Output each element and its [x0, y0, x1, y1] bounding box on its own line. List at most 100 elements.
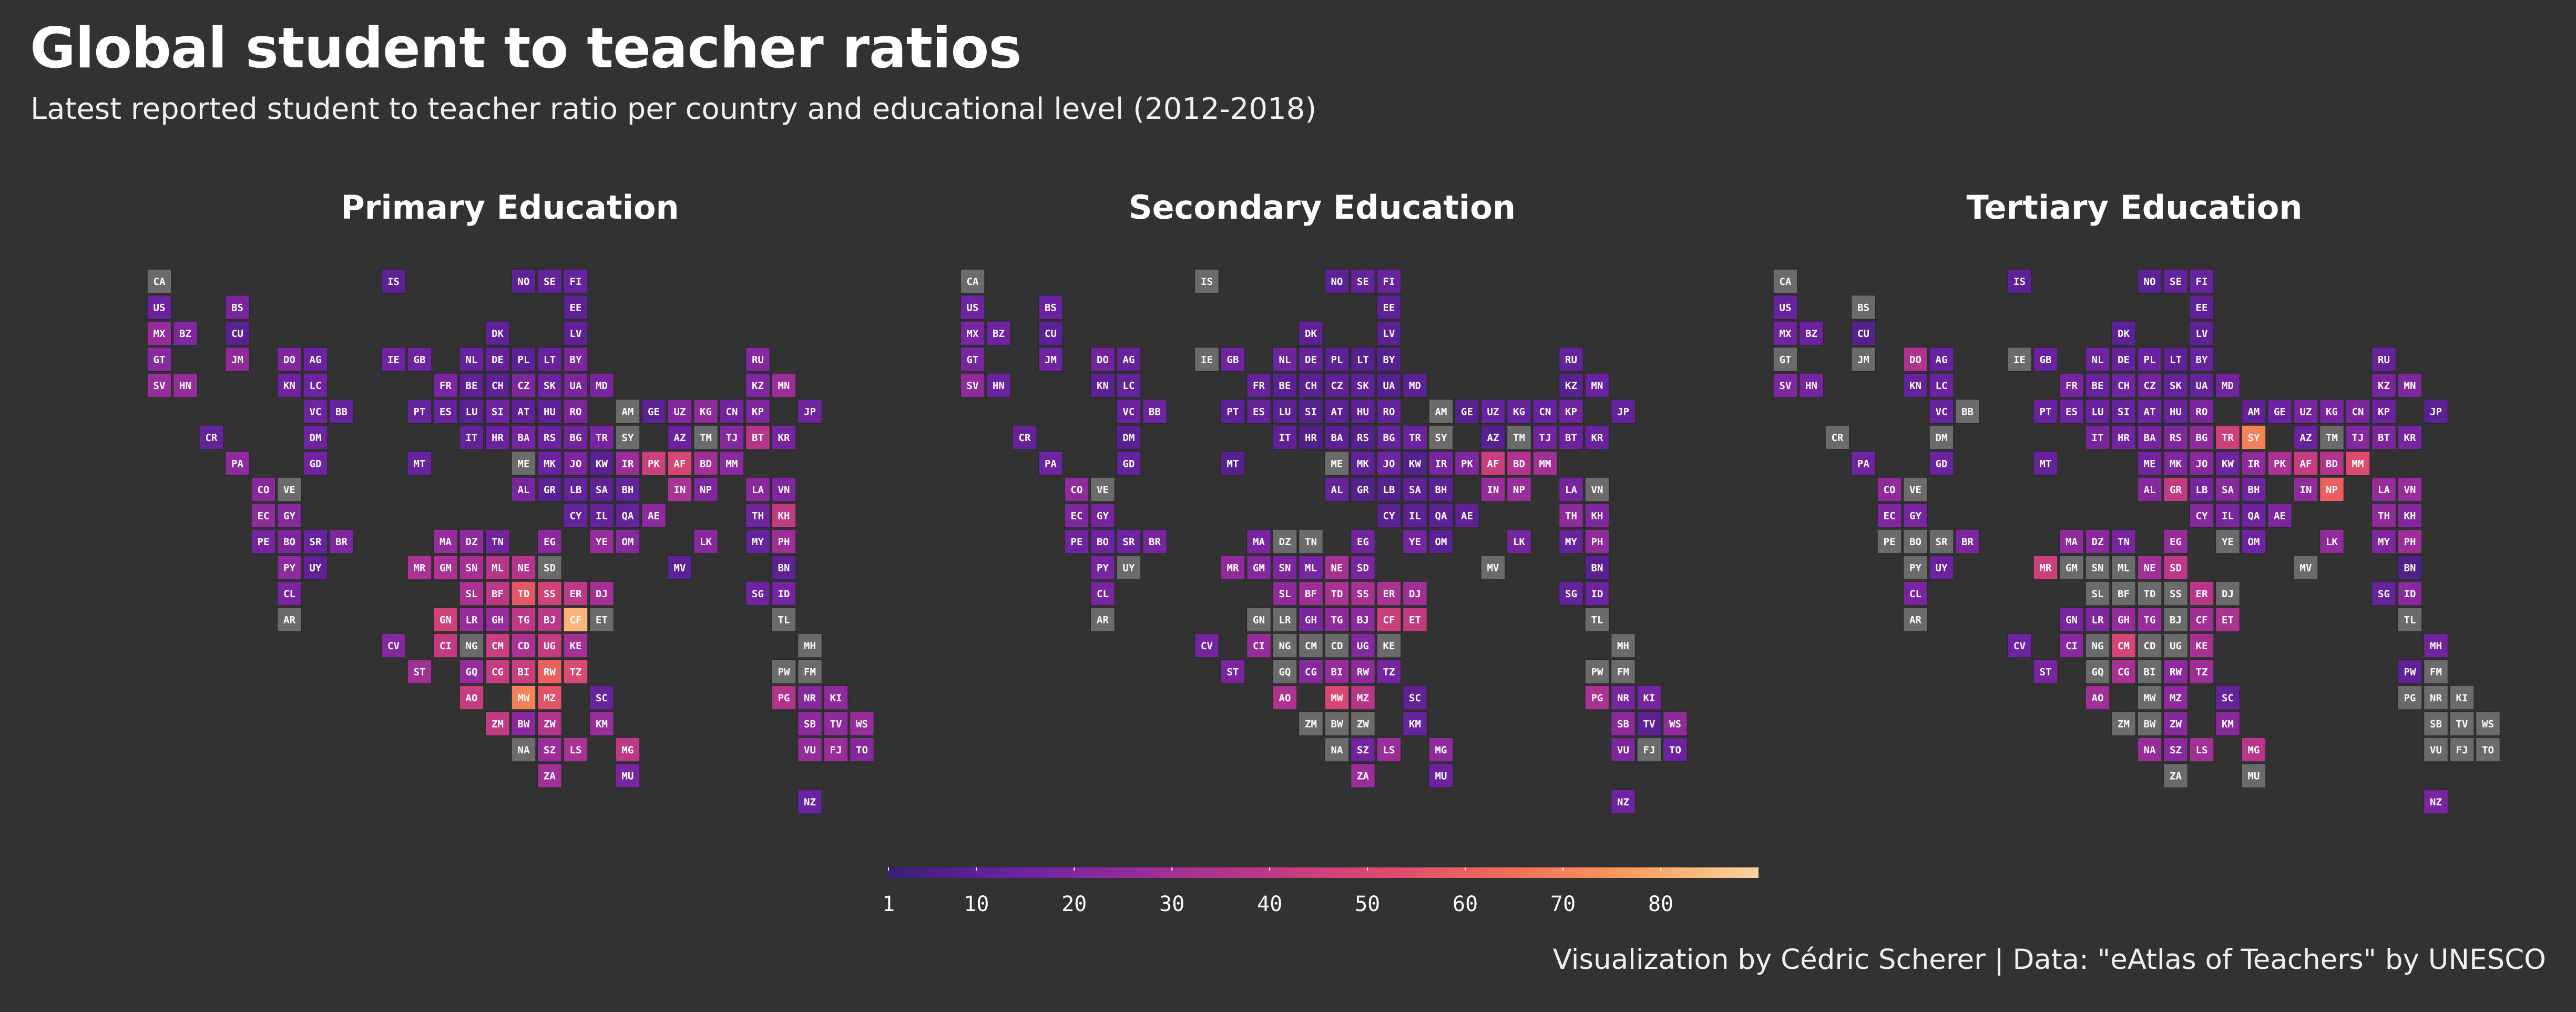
tile-label-dm: DM	[1936, 432, 1948, 444]
tile-ag	[1116, 346, 1141, 372]
tile-label-cm: CM	[492, 640, 504, 652]
tile-label-pa: PA	[1045, 458, 1057, 470]
tile-uz	[2293, 398, 2318, 424]
tile-ro	[2189, 398, 2214, 424]
tile-label-mz: MZ	[2170, 692, 2182, 704]
tile-label-rw: RW	[1357, 667, 1369, 678]
tile-za	[2163, 763, 2189, 789]
tile-label-sa: SA	[596, 484, 608, 496]
tile-sz	[537, 737, 563, 762]
tile-kz	[1558, 373, 1584, 398]
tile-er	[1376, 581, 1402, 606]
tile-pl	[1324, 346, 1350, 372]
tile-me	[1324, 451, 1350, 476]
tile-ca	[147, 269, 172, 294]
tile-label-dj: DJ	[1409, 588, 1421, 600]
tile-label-vc: VC	[1936, 406, 1948, 418]
tile-ee	[2189, 294, 2214, 320]
tile-label-ec: EC	[1884, 510, 1896, 522]
tile-label-la: LA	[752, 484, 764, 496]
tile-label-cf: CF	[570, 615, 582, 626]
tile-cy	[563, 503, 588, 528]
tile-label-ua: UA	[1383, 380, 1395, 392]
tile-gr	[1350, 477, 1376, 502]
tile-label-tz: TZ	[1383, 667, 1395, 678]
tile-label-uy: UY	[310, 563, 322, 574]
tile-ls	[1376, 737, 1402, 762]
tile-mt	[1220, 451, 1245, 476]
tile-ma	[433, 529, 458, 554]
tile-sa	[2215, 477, 2241, 502]
tile-et	[2215, 607, 2241, 632]
tile-label-bz: BZ	[1805, 328, 1817, 340]
tile-label-kz: KZ	[2378, 380, 2390, 392]
tile-label-eg: EG	[1357, 536, 1369, 548]
tile-label-ba: BA	[1331, 432, 1343, 444]
tile-pg	[1585, 685, 1610, 710]
tile-nr	[797, 685, 823, 710]
tile-il	[1402, 503, 1428, 528]
tile-gh	[485, 607, 510, 632]
tile-label-ug: UG	[2170, 640, 2182, 652]
tile-jp	[2423, 398, 2449, 424]
tile-label-pw: PW	[2404, 667, 2416, 678]
tile-sc	[589, 685, 615, 710]
tile-dm	[1929, 425, 1954, 450]
tile-dk	[1298, 321, 1324, 346]
tile-label-gq: GQ	[2092, 667, 2104, 678]
tile-label-sn: SN	[1279, 563, 1291, 574]
tile-label-vn: VN	[778, 484, 790, 496]
tile-nz	[1610, 789, 1636, 814]
tile-label-ng: NG	[466, 640, 478, 652]
tile-label-cl: CL	[1909, 588, 1921, 600]
tile-uz	[1480, 398, 1506, 424]
tile-zw	[1350, 711, 1376, 737]
tile-label-ve: VE	[1909, 484, 1921, 496]
tile-dj	[1402, 581, 1428, 606]
page-title: Global student to teacher ratios	[30, 16, 1021, 80]
tile-ge	[2267, 398, 2293, 424]
tile-label-pg: PG	[778, 692, 790, 704]
tile-label-us: US	[1780, 302, 1792, 314]
tile-label-bh: BH	[622, 484, 634, 496]
tile-be	[2085, 373, 2110, 398]
tile-de	[1298, 346, 1324, 372]
tile-label-bg: BG	[1383, 432, 1395, 444]
tile-label-fm: FM	[804, 667, 816, 678]
tile-be	[1272, 373, 1297, 398]
tile-label-er: ER	[1383, 588, 1395, 600]
tile-label-it: IT	[2092, 432, 2104, 444]
tile-label-fr: FR	[1253, 380, 1265, 392]
tile-label-bb: BB	[1961, 406, 1974, 418]
tile-mk	[2163, 451, 2189, 476]
tile-lr	[2085, 607, 2110, 632]
tile-label-bz: BZ	[179, 328, 191, 340]
tile-label-to: TO	[1669, 744, 1681, 756]
tile-label-fj: FJ	[2456, 744, 2468, 756]
tile-sr	[303, 529, 328, 554]
tile-label-gm: GM	[1253, 563, 1265, 574]
tile-label-bn: BN	[1591, 563, 1603, 574]
tile-label-dz: DZ	[2092, 536, 2104, 548]
tile-label-ch: CH	[2118, 380, 2130, 392]
tile-label-kp: KP	[1565, 406, 1577, 418]
tile-gh	[1298, 607, 1324, 632]
tile-label-sz: SZ	[1357, 744, 1369, 756]
tile-ru	[1558, 346, 1584, 372]
tile-label-ma: MA	[439, 536, 452, 548]
tile-label-bs: BS	[1857, 302, 1869, 314]
legend-gradient-bar	[888, 867, 1759, 878]
tile-label-za: ZA	[544, 771, 556, 782]
tile-gq	[1272, 659, 1297, 684]
tile-label-tn: TN	[492, 536, 504, 548]
tile-label-mh: MH	[1617, 640, 1629, 652]
tile-it	[1272, 425, 1297, 450]
tile-kn	[1903, 373, 1928, 398]
tile-label-np: NP	[1513, 484, 1525, 496]
tile-label-lv: LV	[2196, 328, 2208, 340]
tile-label-tz: TZ	[2196, 667, 2208, 678]
tile-cd	[1324, 633, 1350, 658]
tile-mx	[1773, 321, 1798, 346]
tile-ls	[2189, 737, 2214, 762]
tile-ki	[1637, 685, 1662, 710]
